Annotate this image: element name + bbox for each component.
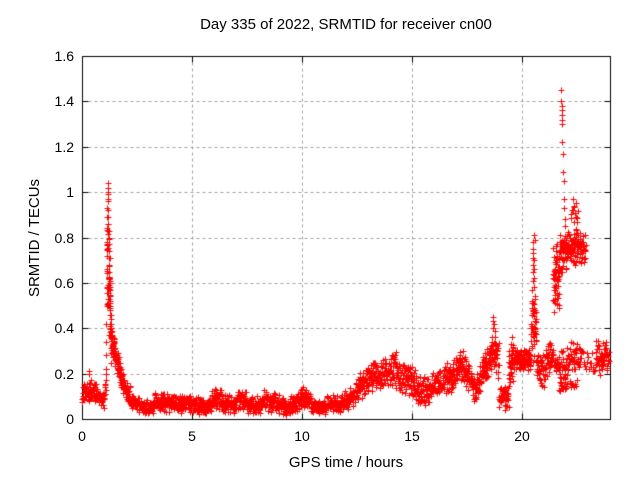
chart-title: Day 335 of 2022, SRMTID for receiver cn0…	[200, 16, 492, 33]
y-tick-label: 0.6	[54, 274, 74, 291]
x-tick-label: 10	[294, 428, 310, 444]
y-axis-label: SRMTID / TECUs	[26, 178, 43, 298]
y-tick-label: 0.8	[54, 229, 74, 246]
y-tick-label: 1.6	[54, 48, 74, 64]
x-axis-label: GPS time / hours	[288, 454, 404, 471]
x-tick-label: 0	[78, 428, 86, 444]
y-tick-label: 1	[66, 184, 74, 201]
y-tick-label: 0.2	[54, 365, 74, 382]
x-tick-label: 20	[514, 428, 530, 444]
y-tick-label: 0	[66, 411, 74, 427]
y-tick-label: 1.2	[54, 138, 74, 155]
y-tick-label: 1.4	[54, 93, 74, 110]
y-tick-label: 0.4	[54, 320, 74, 337]
x-tick-label: 5	[188, 428, 196, 444]
x-tick-label: 15	[404, 428, 420, 444]
